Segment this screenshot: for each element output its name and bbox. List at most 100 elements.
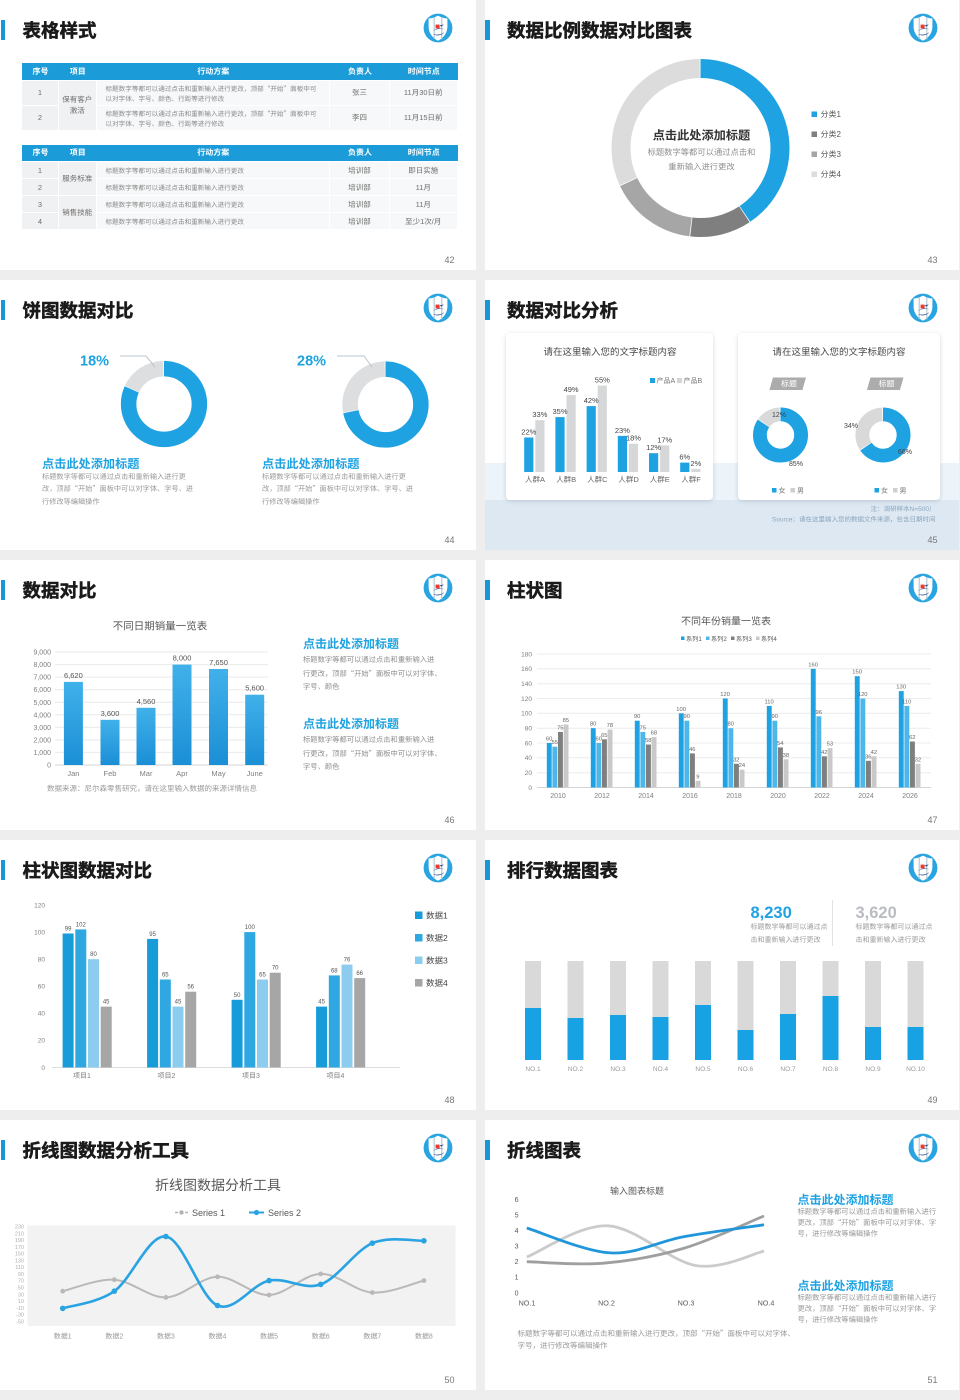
svg-text:数据7: 数据7 (363, 1332, 381, 1342)
svg-text:68: 68 (331, 965, 338, 974)
svg-text:2,000: 2,000 (33, 735, 51, 745)
svg-text:4: 4 (514, 1226, 518, 1236)
svg-text:标题数字等都可以通过点击和: 标题数字等都可以通过点击和 (647, 146, 755, 158)
svg-text:系列3: 系列3 (736, 634, 752, 643)
svg-text:160: 160 (808, 659, 818, 668)
svg-text:June: June (247, 768, 263, 779)
svg-text:数据来源：尼尔森零售研究，请在这里输入数据的来源详情信息: 数据来源：尼尔森零售研究，请在这里输入数据的来源详情信息 (47, 783, 257, 794)
svg-text:人群A: 人群A (524, 474, 544, 485)
svg-text:100: 100 (521, 708, 532, 718)
svg-text:58: 58 (645, 735, 651, 744)
svg-text:110: 110 (15, 1263, 24, 1271)
svg-text:102: 102 (76, 919, 87, 928)
svg-text:28%: 28% (297, 350, 326, 371)
svg-text:65: 65 (259, 970, 266, 979)
svg-text:110: 110 (902, 696, 911, 705)
svg-text:20: 20 (38, 1035, 46, 1045)
svg-text:NO.8: NO.8 (822, 1063, 838, 1073)
svg-text:2010: 2010 (550, 791, 566, 801)
svg-text:60: 60 (524, 737, 532, 747)
svg-text:NO.3: NO.3 (610, 1063, 626, 1073)
svg-text:NO.3: NO.3 (677, 1299, 694, 1309)
svg-text:数据1: 数据1 (426, 910, 448, 922)
svg-text:Apr: Apr (176, 768, 188, 779)
svg-text:230: 230 (15, 1223, 24, 1231)
svg-text:150: 150 (852, 667, 862, 676)
svg-text:项目4: 项目4 (327, 1071, 345, 1081)
svg-text:系列4: 系列4 (761, 634, 777, 643)
svg-text:75: 75 (557, 722, 563, 731)
svg-text:66%: 66% (897, 447, 911, 457)
svg-text:90: 90 (18, 1270, 24, 1278)
svg-text:NO.2: NO.2 (567, 1063, 583, 1073)
svg-text:数据2: 数据2 (426, 932, 448, 944)
svg-text:不同年份销量一览表: 不同年份销量一览表 (681, 613, 771, 628)
svg-text:55: 55 (551, 737, 557, 746)
svg-text:45: 45 (175, 997, 182, 1006)
svg-text:3: 3 (514, 1242, 518, 1252)
svg-text:120: 120 (34, 899, 45, 909)
svg-text:Mar: Mar (140, 768, 153, 779)
svg-text:65: 65 (162, 970, 169, 979)
svg-text:女: 女 (881, 486, 888, 496)
svg-text:9: 9 (696, 771, 699, 780)
svg-text:数据4: 数据4 (209, 1332, 227, 1342)
svg-text:100: 100 (34, 926, 45, 936)
svg-text:数据4: 数据4 (426, 977, 448, 989)
svg-text:项目2: 项目2 (158, 1071, 176, 1081)
svg-text:项目3: 项目3 (242, 1071, 260, 1081)
svg-text:40: 40 (38, 1008, 46, 1018)
svg-text:12%: 12% (646, 442, 661, 453)
svg-text:击和重新输入进行更改: 击和重新输入进行更改 (855, 935, 925, 945)
svg-text:-30: -30 (16, 1311, 24, 1319)
svg-text:人群C: 人群C (587, 474, 608, 485)
svg-text:2: 2 (514, 1257, 518, 1267)
svg-text:68: 68 (650, 728, 656, 737)
svg-text:140: 140 (521, 678, 532, 688)
svg-text:重新输入进行更改: 重新输入进行更改 (668, 161, 735, 173)
svg-text:人群F: 人群F (681, 474, 701, 485)
svg-text:50: 50 (234, 990, 241, 999)
svg-text:6,000: 6,000 (33, 685, 51, 695)
svg-text:6: 6 (514, 1195, 518, 1205)
svg-text:70: 70 (18, 1277, 24, 1285)
svg-text:2012: 2012 (594, 791, 610, 801)
svg-text:90: 90 (683, 711, 689, 720)
svg-text:36: 36 (865, 751, 871, 760)
svg-text:0: 0 (47, 761, 51, 771)
svg-text:18%: 18% (625, 433, 640, 444)
svg-text:78: 78 (606, 720, 612, 729)
svg-text:12%: 12% (771, 410, 785, 420)
svg-text:3,620: 3,620 (855, 899, 896, 923)
svg-text:130: 130 (896, 682, 906, 691)
svg-text:NO.4: NO.4 (652, 1063, 668, 1073)
svg-text:2%: 2% (690, 458, 701, 469)
svg-text:80: 80 (589, 719, 595, 728)
svg-text:Series 1: Series 1 (192, 1206, 225, 1219)
svg-text:产品A: 产品A (656, 376, 675, 386)
svg-text:8,230: 8,230 (750, 899, 791, 923)
svg-text:折线图数据分析工具: 折线图数据分析工具 (155, 1175, 281, 1195)
svg-text:30: 30 (18, 1290, 24, 1298)
svg-text:人群E: 人群E (649, 474, 669, 485)
svg-text:NO.2: NO.2 (598, 1299, 615, 1309)
svg-text:80: 80 (727, 719, 733, 728)
svg-text:数据3: 数据3 (426, 955, 448, 967)
svg-text:40: 40 (524, 752, 532, 762)
svg-text:NO.5: NO.5 (695, 1063, 711, 1073)
svg-text:2022: 2022 (814, 791, 830, 801)
svg-text:点击此处添加标题: 点击此处添加标题 (652, 126, 750, 144)
svg-text:数据3: 数据3 (157, 1332, 175, 1342)
svg-text:5,600: 5,600 (245, 683, 264, 694)
svg-text:120: 120 (857, 689, 867, 698)
svg-text:45: 45 (318, 997, 325, 1006)
svg-text:数据8: 数据8 (415, 1332, 433, 1342)
svg-text:0: 0 (514, 1288, 518, 1298)
svg-text:35%: 35% (552, 406, 567, 417)
svg-text:38: 38 (782, 750, 788, 759)
svg-text:男: 男 (899, 486, 906, 496)
svg-text:-10: -10 (16, 1304, 24, 1312)
svg-text:标题: 标题 (781, 379, 797, 390)
svg-text:Feb: Feb (104, 768, 117, 779)
svg-text:34%: 34% (843, 421, 857, 431)
